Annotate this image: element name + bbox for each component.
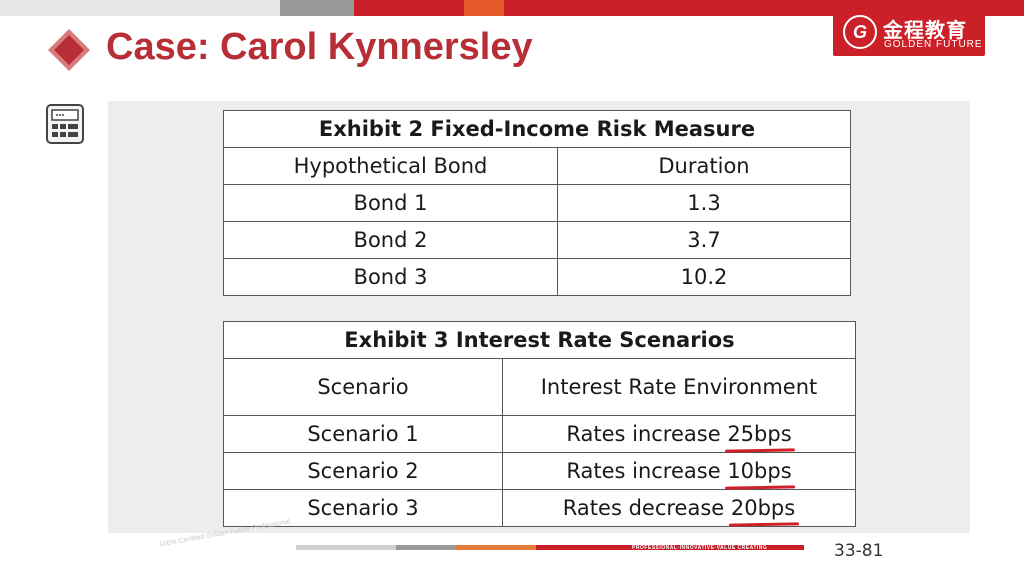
- rate-change-amount: 20bps: [730, 496, 796, 520]
- environment-direction: Rates increase: [566, 459, 728, 483]
- table-row: Bond 1 1.3: [223, 184, 851, 222]
- table-row: Scenario 3 Rates decrease 20bps: [223, 489, 856, 527]
- bond-name: Bond 2: [223, 221, 558, 259]
- rate-change-amount: 25bps: [727, 422, 792, 446]
- scenario-name: Scenario 2: [223, 452, 503, 490]
- page-number: 33-81: [834, 541, 884, 561]
- footer-bar: [296, 545, 804, 550]
- environment-direction: Rates increase: [566, 422, 728, 446]
- bond-duration: 3.7: [557, 221, 851, 259]
- bond-duration: 1.3: [557, 184, 851, 222]
- scenario-name: Scenario 3: [223, 489, 503, 527]
- table-row: Bond 3 10.2: [223, 258, 851, 296]
- bond-duration: 10.2: [557, 258, 851, 296]
- exhibit3-table: Exhibit 3 Interest Rate Scenarios Scenar…: [223, 321, 856, 527]
- table-row: Bond 2 3.7: [223, 221, 851, 259]
- logo-english-name: GOLDEN FUTURE: [884, 39, 983, 50]
- scenario-environment: Rates increase 25bps: [502, 415, 856, 453]
- table-row: Scenario 1 Rates increase 25bps: [223, 415, 856, 453]
- top-color-bar: [0, 0, 1024, 16]
- footer-slogan: PROFESSIONAL·INNOVATIVE·VALUE CREATING: [632, 545, 768, 551]
- exhibit3-title: Exhibit 3 Interest Rate Scenarios: [223, 321, 856, 359]
- exhibit3-header-environment: Interest Rate Environment: [502, 358, 856, 416]
- bond-name: Bond 1: [223, 184, 558, 222]
- brand-logo: G 金程教育 GOLDEN FUTURE: [833, 10, 985, 56]
- scenario-environment: Rates increase 10bps: [502, 452, 856, 490]
- logo-mark: G: [843, 15, 877, 49]
- logo-chinese-name: 金程教育: [883, 20, 967, 42]
- rate-change-amount: 10bps: [727, 459, 792, 483]
- scenario-name: Scenario 1: [223, 415, 503, 453]
- exhibit3-header-scenario: Scenario: [223, 358, 503, 416]
- exhibit2-header-bond: Hypothetical Bond: [223, 147, 558, 185]
- exhibit2-table: Exhibit 2 Fixed-Income Risk Measure Hypo…: [223, 110, 851, 296]
- scenario-environment: Rates decrease 20bps: [502, 489, 856, 527]
- page-title: Case: Carol Kynnersley: [106, 26, 533, 68]
- exhibit2-title: Exhibit 2 Fixed-Income Risk Measure: [223, 110, 851, 148]
- title-diamond-icon: [48, 29, 90, 71]
- exhibit2-header-duration: Duration: [557, 147, 851, 185]
- environment-direction: Rates decrease: [562, 496, 731, 520]
- bond-name: Bond 3: [223, 258, 558, 296]
- table-row: Scenario 2 Rates increase 10bps: [223, 452, 856, 490]
- calculator-icon[interactable]: [46, 104, 84, 144]
